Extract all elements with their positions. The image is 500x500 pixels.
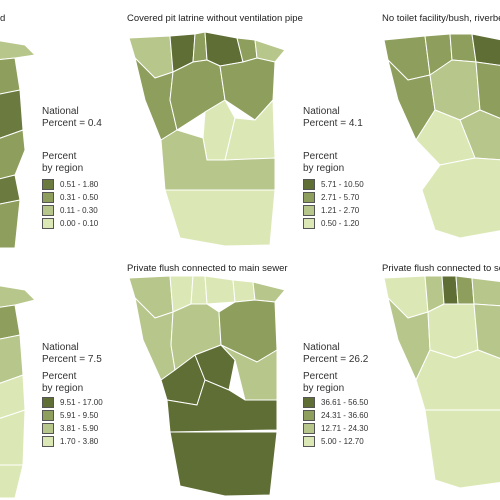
national-label: National Percent = 26.2 bbox=[303, 342, 369, 365]
legend-row: 1.70 - 3.80 bbox=[42, 435, 103, 448]
region bbox=[455, 275, 475, 305]
region bbox=[0, 464, 24, 499]
legend-swatch bbox=[42, 192, 54, 203]
region bbox=[441, 275, 459, 305]
region bbox=[0, 199, 21, 249]
map-panel-top-left: d National Percent = 0.4 Percent by regi… bbox=[0, 0, 125, 250]
region bbox=[383, 275, 429, 319]
legend: 0.51 - 1.80 0.31 - 0.50 0.11 - 0.30 0.00… bbox=[42, 178, 98, 230]
legend-swatch bbox=[303, 179, 315, 190]
region bbox=[219, 57, 276, 121]
legend-swatch bbox=[303, 218, 315, 229]
legend-swatch bbox=[303, 423, 315, 434]
legend-row: 3.81 - 5.90 bbox=[42, 422, 103, 435]
legend-row: 0.11 - 0.30 bbox=[42, 204, 98, 217]
region bbox=[0, 409, 26, 466]
map-panel-bottom-right: Private flush connected to se bbox=[380, 250, 500, 500]
legend-swatch bbox=[42, 179, 54, 190]
region-map bbox=[128, 31, 286, 247]
region bbox=[166, 379, 278, 433]
legend-row: 0.00 - 0.10 bbox=[42, 217, 98, 230]
legend-title: Percent by region bbox=[42, 151, 84, 174]
legend-row: 24.31 - 36.60 bbox=[303, 409, 368, 422]
map-panel-bottom-middle: Private flush connected to main sewer Na… bbox=[125, 250, 375, 500]
region bbox=[204, 31, 244, 67]
panel-title: No toilet facility/bush, riverbe bbox=[382, 13, 500, 24]
national-label: National Percent = 4.1 bbox=[303, 106, 363, 129]
region bbox=[252, 281, 286, 303]
region bbox=[128, 275, 174, 319]
legend-title: Percent by region bbox=[303, 371, 345, 394]
legend-row: 2.71 - 5.70 bbox=[303, 191, 364, 204]
region bbox=[475, 61, 500, 119]
legend-title: Percent by region bbox=[303, 151, 345, 174]
legend: 9.51 - 17.00 5.91 - 9.50 3.81 - 5.90 1.7… bbox=[42, 396, 103, 448]
region bbox=[415, 349, 500, 411]
region-map bbox=[383, 275, 500, 489]
legend-row: 0.31 - 0.50 bbox=[42, 191, 98, 204]
legend-swatch bbox=[42, 423, 54, 434]
region-map bbox=[0, 40, 36, 249]
legend-row: 1.21 - 2.70 bbox=[303, 204, 364, 217]
region bbox=[204, 275, 236, 305]
region bbox=[0, 57, 21, 95]
legend-row: 5.71 - 10.50 bbox=[303, 178, 364, 191]
region bbox=[473, 303, 500, 359]
region bbox=[471, 33, 500, 66]
panel-title: Covered pit latrine without ventilation … bbox=[127, 13, 303, 24]
region bbox=[128, 35, 174, 79]
legend: 36.61 - 56.50 24.31 - 36.60 12.71 - 24.3… bbox=[303, 396, 368, 448]
legend-title: Percent by region bbox=[42, 371, 84, 394]
region bbox=[164, 189, 276, 247]
legend-row: 0.50 - 1.20 bbox=[303, 217, 364, 230]
map-panel-top-middle: Covered pit latrine without ventilation … bbox=[125, 0, 375, 250]
legend-row: 5.91 - 9.50 bbox=[42, 409, 103, 422]
panel-title: d bbox=[0, 13, 6, 24]
region bbox=[0, 285, 36, 308]
region-map bbox=[383, 33, 500, 239]
legend-swatch bbox=[42, 436, 54, 447]
region-map bbox=[128, 275, 286, 497]
map-panel-bottom-left: National Percent = 7.5 Percent by region… bbox=[0, 250, 125, 500]
region bbox=[190, 275, 208, 305]
legend-row: 36.61 - 56.50 bbox=[303, 396, 368, 409]
legend-row: 5.00 - 12.70 bbox=[303, 435, 368, 448]
map-panel-top-right: No toilet facility/bush, riverbe bbox=[380, 0, 500, 250]
region bbox=[232, 279, 256, 303]
region bbox=[424, 409, 500, 489]
legend-swatch bbox=[42, 410, 54, 421]
region-map bbox=[0, 285, 36, 499]
panel-title: Private flush connected to main sewer bbox=[127, 263, 288, 274]
legend-row: 0.51 - 1.80 bbox=[42, 178, 98, 191]
legend-swatch bbox=[303, 410, 315, 421]
legend-swatch bbox=[303, 397, 315, 408]
region bbox=[421, 157, 500, 239]
legend-swatch bbox=[303, 192, 315, 203]
region bbox=[0, 304, 21, 340]
legend-row: 9.51 - 17.00 bbox=[42, 396, 103, 409]
region bbox=[194, 344, 236, 391]
region bbox=[427, 303, 479, 359]
region bbox=[0, 129, 26, 180]
region bbox=[169, 431, 278, 497]
legend-swatch bbox=[303, 436, 315, 447]
legend-swatch bbox=[42, 218, 54, 229]
region bbox=[471, 277, 500, 307]
legend-swatch bbox=[42, 397, 54, 408]
legend: 5.71 - 10.50 2.71 - 5.70 1.21 - 2.70 0.5… bbox=[303, 178, 364, 230]
legend-swatch bbox=[303, 205, 315, 216]
national-label: National Percent = 0.4 bbox=[42, 106, 102, 129]
panel-title: Private flush connected to se bbox=[382, 263, 500, 274]
region bbox=[415, 109, 476, 166]
legend-swatch bbox=[42, 205, 54, 216]
region bbox=[0, 40, 36, 61]
legend-row: 12.71 - 24.30 bbox=[303, 422, 368, 435]
national-label: National Percent = 7.5 bbox=[42, 342, 102, 365]
